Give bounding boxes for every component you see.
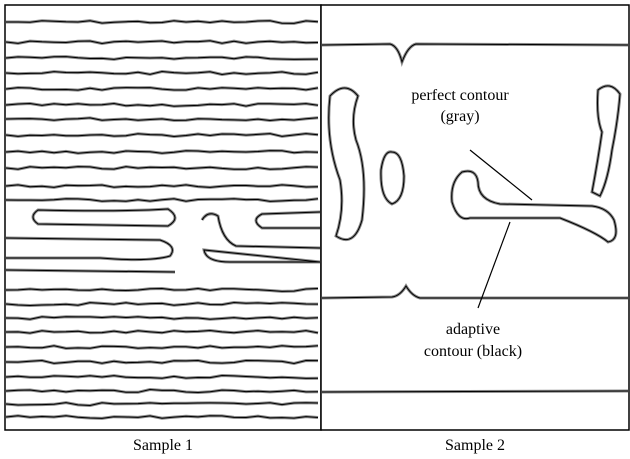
- contour-line: [5, 150, 319, 154]
- sample-2-contours: [321, 42, 629, 394]
- contour-blob: [5, 237, 173, 261]
- annotation: (gray): [440, 108, 479, 125]
- panel-frame: [4, 4, 322, 431]
- contour-line: [5, 374, 319, 379]
- contour-blob: [201, 213, 321, 263]
- contour-blob: [255, 211, 321, 229]
- contour-line: [5, 117, 319, 122]
- contour-line: [5, 301, 319, 307]
- sample-1-contours: [5, 19, 321, 420]
- contour-line: [5, 198, 319, 202]
- contour-line: [321, 390, 629, 393]
- contour-line: [5, 359, 319, 365]
- contour-shape: [380, 151, 405, 205]
- caption: Sample 2: [445, 437, 505, 454]
- pointer-line: [469, 149, 533, 201]
- contour-line: [5, 316, 319, 320]
- contour-shape: [451, 170, 617, 243]
- contour-line: [321, 285, 628, 299]
- contour-line: [5, 345, 319, 349]
- contour-line: [5, 269, 176, 273]
- contour-line: [5, 402, 319, 407]
- label-bg: [408, 316, 538, 364]
- annotation: perfect contour: [411, 87, 509, 104]
- contour-line: [5, 184, 319, 188]
- contour-line: [5, 40, 319, 45]
- contour-line: [321, 43, 629, 64]
- label-bg: [395, 82, 525, 126]
- annotation: adaptive: [446, 321, 500, 338]
- contour-line: [5, 388, 319, 394]
- contour-line: [5, 329, 319, 334]
- contour-line: [5, 133, 319, 138]
- contour-line: [6, 20, 319, 24]
- contour-line: [5, 415, 319, 419]
- caption: Sample 1: [133, 437, 193, 454]
- contour-shape: [591, 85, 621, 197]
- annotation: contour (black): [424, 343, 522, 360]
- contour-line: [5, 56, 319, 60]
- contour-line: [5, 287, 319, 292]
- contour-blob: [32, 208, 176, 227]
- contour-line: [5, 102, 319, 107]
- contour-line: [5, 166, 319, 170]
- contour-shape: [328, 87, 365, 240]
- contour-line: [5, 70, 319, 76]
- pointer-line: [477, 221, 511, 309]
- contour-line: [5, 87, 319, 91]
